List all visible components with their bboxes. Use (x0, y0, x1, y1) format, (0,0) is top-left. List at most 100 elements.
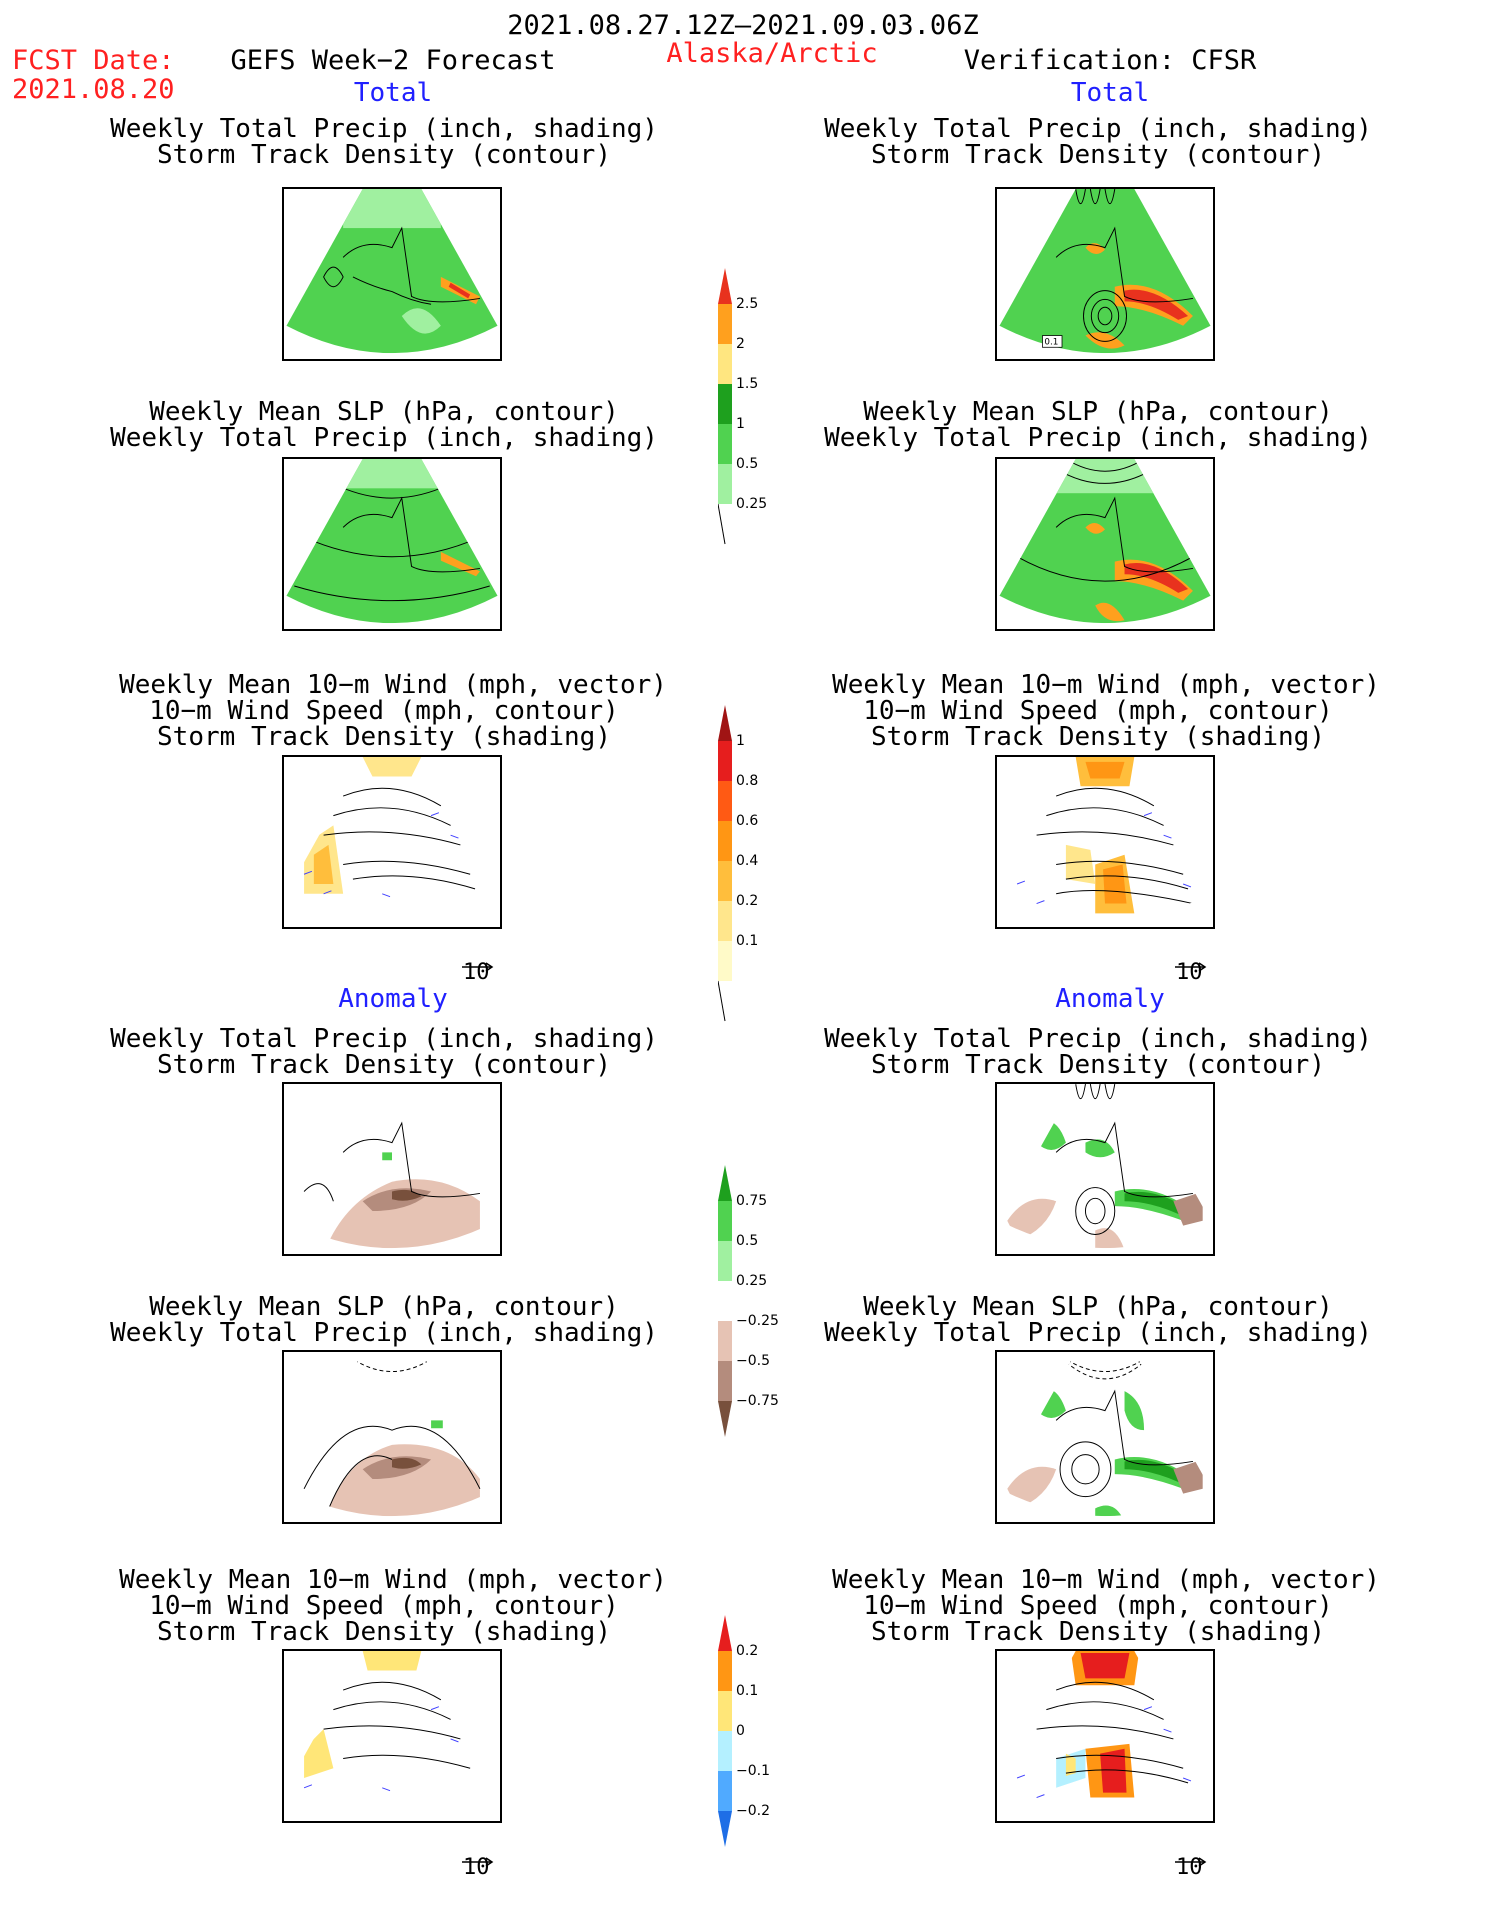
colorbar-graphic (718, 1615, 732, 1847)
colorbar-segment (718, 1201, 732, 1241)
colorbar-tick-label: 1 (736, 416, 745, 432)
map-panel-fcst-total-slp (282, 457, 502, 631)
colorbar-segment (718, 1691, 732, 1731)
fcst-date-value: 2021.08.20 (12, 74, 175, 105)
vector-ref-arrow-icon (462, 953, 496, 978)
vector-ref-label: 10 (1176, 1855, 1203, 1880)
panel-title: Weekly Mean 10−m Wind (mph, vector) (119, 1565, 667, 1595)
vector-ref-arrow-icon (1175, 1848, 1209, 1873)
vector-ref-label: 10 (1176, 960, 1203, 985)
colorbar-tick-label: 0 (736, 1723, 745, 1739)
region-title: Alaska/Arctic (666, 38, 878, 69)
colorbar-precip-anomaly: 0.75 0.5 0.25 −0.25 −0.5 −0.75 (718, 1165, 779, 1521)
colorbar-tick-label: −0.2 (736, 1803, 770, 1819)
colorbar-top-triangle (718, 1615, 732, 1651)
colorbar-tick-label: 0.8 (736, 773, 759, 789)
colorbar-track-anomaly: 0.2 0.1 0 −0.1 −0.2 (718, 1615, 770, 1931)
vector-ref-label: 10 (463, 960, 490, 985)
colorbar-segment (718, 304, 732, 344)
panel-title: Weekly Mean 10−m Wind (mph, vector) (832, 670, 1380, 700)
panel-title: Weekly Total Precip (inch, shading) (110, 423, 658, 453)
verification-title: Verification: CFSR (963, 45, 1257, 76)
colorbar-top-triangle (718, 705, 732, 741)
map-panel-verif-total-wind (995, 755, 1215, 929)
map-panel-fcst-total-precip (282, 187, 502, 361)
colorbar-tick-label: 0.1 (736, 933, 759, 949)
colorbar-tick-label: 0.75 (736, 1193, 768, 1209)
section-anomaly-left: Anomaly (338, 984, 448, 1014)
colorbar-segment (718, 344, 732, 384)
panel-title: Weekly Mean SLP (hPa, contour) (863, 1292, 1333, 1322)
colorbar-segment (718, 941, 732, 981)
colorbar-tick-label: 0.25 (736, 496, 768, 512)
panel-title: Weekly Total Precip (inch, shading) (824, 1318, 1372, 1348)
colorbar-tick-label: 2 (736, 336, 745, 352)
colorbar-segment (718, 1651, 732, 1691)
colorbar-segment (718, 1241, 732, 1281)
colorbar-tick-label: 0.25 (736, 1273, 768, 1289)
panel-title: Storm Track Density (shading) (157, 722, 611, 752)
colorbar-tick-label: 0.5 (736, 456, 759, 472)
colorbar-tick-label: 1.5 (736, 376, 759, 392)
map-panel-verif-anom-slp (995, 1350, 1215, 1524)
panel-title: Storm Track Density (contour) (157, 1050, 611, 1080)
colorbar-tick-label: −0.1 (736, 1763, 770, 1779)
section-total-right: Total (1070, 78, 1150, 108)
colorbar-bottom-triangle (718, 1401, 732, 1437)
colorbar-segment (718, 1361, 732, 1401)
colorbar-tick-label: 0.6 (736, 813, 759, 829)
colorbar-top-triangle (718, 268, 732, 304)
colorbar-tick-label: 0.2 (736, 893, 759, 909)
panel-title: Storm Track Density (contour) (871, 1050, 1325, 1080)
panel-title: 10−m Wind Speed (mph, contour) (863, 696, 1333, 726)
map-panel-verif-total-precip: 0.1 (995, 187, 1215, 361)
panel-title: Storm Track Density (shading) (871, 722, 1325, 752)
colorbar-segment (718, 741, 732, 781)
colorbar-tick-label: −0.5 (736, 1353, 770, 1369)
colorbar-segment (718, 821, 732, 861)
panel-title: Weekly Total Precip (inch, shading) (110, 114, 658, 144)
panel-title: Storm Track Density (shading) (871, 1617, 1325, 1647)
map-panel-verif-total-slp (995, 457, 1215, 631)
section-total-left: Total (353, 78, 433, 108)
map-panel-fcst-total-wind (282, 755, 502, 929)
colorbar-graphic (717, 268, 732, 545)
colorbar-graphic (717, 705, 732, 1022)
colorbar-graphic (718, 1165, 732, 1437)
map-panel-fcst-anom-wind (282, 1649, 502, 1823)
colorbar-segment (718, 1771, 732, 1811)
panel-title: Weekly Total Precip (inch, shading) (824, 423, 1372, 453)
forecast-title: GEFS Week−2 Forecast (230, 45, 556, 76)
panel-title: Weekly Mean 10−m Wind (mph, vector) (832, 1565, 1380, 1595)
colorbar-segment (718, 1731, 732, 1771)
colorbar-segment (718, 781, 732, 821)
date-range-title: 2021.08.27.12Z–2021.09.03.06Z (507, 10, 979, 41)
panel-title: Weekly Total Precip (inch, shading) (824, 1024, 1372, 1054)
colorbar-tick-label: 0.2 (736, 1643, 759, 1659)
panel-title: Weekly Total Precip (inch, shading) (110, 1318, 658, 1348)
colorbar-segment (718, 1321, 732, 1361)
colorbar-segment (718, 1281, 732, 1321)
vector-ref-label: 10 (463, 1855, 490, 1880)
section-anomaly-right: Anomaly (1055, 984, 1165, 1014)
colorbar-segment (718, 384, 732, 424)
panel-title: Storm Track Density (contour) (871, 140, 1325, 170)
panel-title: Weekly Mean SLP (hPa, contour) (863, 397, 1333, 427)
panel-title: Weekly Mean 10−m Wind (mph, vector) (119, 670, 667, 700)
panel-title: Weekly Mean SLP (hPa, contour) (149, 1292, 619, 1322)
fcst-date-label: FCST Date: (12, 45, 175, 76)
panel-title: Storm Track Density (shading) (157, 1617, 611, 1647)
colorbar-tick-label: 1 (736, 733, 745, 749)
colorbar-tick-label: 0.4 (736, 853, 759, 869)
colorbar-top-triangle (718, 1165, 732, 1201)
panel-title: 10−m Wind Speed (mph, contour) (149, 1591, 619, 1621)
contour-label: 0.1 (1044, 337, 1058, 347)
colorbar-tick-label: 2.5 (736, 296, 759, 312)
panel-title: 10−m Wind Speed (mph, contour) (149, 696, 619, 726)
colorbar-segment (718, 464, 732, 504)
colorbar-tick-label: −0.75 (736, 1393, 779, 1409)
map-panel-verif-anom-precip (995, 1082, 1215, 1256)
panel-title: Weekly Mean SLP (hPa, contour) (149, 397, 619, 427)
map-panel-fcst-anom-slp (282, 1350, 502, 1524)
colorbar-bottom-triangle (718, 1811, 732, 1847)
